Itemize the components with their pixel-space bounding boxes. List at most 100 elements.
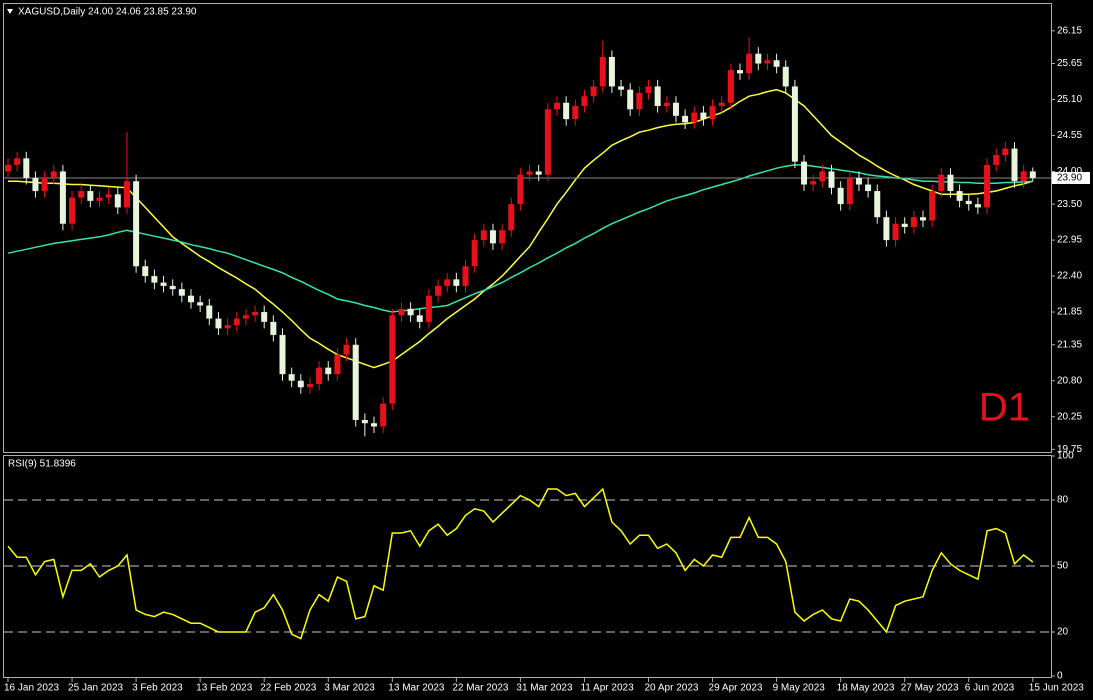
candle-body bbox=[883, 217, 890, 241]
current-price-label: 23.90 bbox=[1057, 173, 1082, 184]
menu-arrow bbox=[7, 9, 13, 14]
candle-body bbox=[581, 96, 588, 107]
candle-body bbox=[252, 312, 259, 316]
candle-body bbox=[96, 197, 103, 201]
moving-average bbox=[8, 88, 1034, 369]
candle-body bbox=[14, 158, 21, 165]
rsi-line bbox=[7, 487, 1034, 640]
candle-body bbox=[316, 367, 323, 384]
candle-body bbox=[178, 289, 185, 296]
candle-body bbox=[233, 318, 240, 326]
candle-body bbox=[544, 109, 551, 175]
candle-body bbox=[105, 194, 112, 198]
candle-body bbox=[572, 106, 579, 120]
candle-body bbox=[672, 102, 679, 116]
candle-body bbox=[618, 86, 625, 90]
timeframe-annotation: D1 bbox=[979, 386, 1030, 430]
candle-body bbox=[984, 164, 991, 208]
y-tick-label: 50 bbox=[1057, 561, 1069, 572]
candle-body bbox=[407, 308, 414, 316]
x-tick-label: 29 Apr 2023 bbox=[709, 683, 763, 694]
candle-body bbox=[947, 174, 954, 192]
candle-body bbox=[892, 223, 899, 241]
candle-body bbox=[325, 367, 332, 375]
candle-body bbox=[755, 53, 762, 64]
candle-body bbox=[288, 374, 295, 381]
candle-body bbox=[517, 174, 524, 205]
x-tick-label: 27 May 2023 bbox=[901, 683, 959, 694]
candle-body bbox=[151, 276, 158, 283]
y-tick-label: 20.80 bbox=[1057, 375, 1082, 386]
x-tick-label: 31 Mar 2023 bbox=[516, 683, 573, 694]
candle-body bbox=[855, 177, 862, 185]
candle-body bbox=[197, 302, 204, 306]
candle-body bbox=[801, 161, 808, 185]
candle-body bbox=[901, 223, 908, 228]
candle-body bbox=[78, 191, 85, 198]
x-tick-label: 9 May 2023 bbox=[773, 683, 826, 694]
candle-body bbox=[489, 230, 496, 244]
y-tick-label: 22.40 bbox=[1057, 271, 1082, 282]
y-tick-label: 20 bbox=[1057, 627, 1069, 638]
candle-body bbox=[554, 102, 560, 110]
candle-body bbox=[242, 315, 249, 319]
candle-body bbox=[499, 230, 506, 244]
candle-body bbox=[691, 112, 698, 123]
candle-body bbox=[526, 171, 533, 175]
candle-body bbox=[837, 187, 844, 205]
y-tick-label: 21.35 bbox=[1057, 339, 1082, 350]
candle-body bbox=[1020, 171, 1027, 182]
candle-body bbox=[828, 171, 835, 188]
y-tick-label: 20.25 bbox=[1057, 411, 1082, 422]
candle-body bbox=[727, 70, 734, 103]
moving-average bbox=[7, 164, 1033, 313]
candle-body bbox=[32, 177, 39, 192]
candle-body bbox=[453, 279, 460, 286]
candle-body bbox=[69, 197, 76, 224]
candle-body bbox=[361, 419, 368, 424]
price-panel-frame bbox=[3, 3, 1052, 453]
y-tick-label: 23.50 bbox=[1057, 199, 1082, 210]
candle-body bbox=[563, 102, 570, 120]
candle-body bbox=[508, 204, 515, 231]
candle-body bbox=[938, 174, 945, 192]
chart-title: XAGUSD,Daily 24.00 24.06 23.85 23.90 bbox=[18, 7, 197, 18]
x-tick-label: 18 May 2023 bbox=[837, 683, 895, 694]
candle-body bbox=[791, 86, 798, 162]
candle-body bbox=[599, 56, 606, 87]
candle-body bbox=[261, 312, 268, 322]
candle-body bbox=[627, 89, 634, 110]
x-tick-label: 22 Feb 2023 bbox=[260, 683, 317, 694]
x-tick-label: 20 Apr 2023 bbox=[645, 683, 699, 694]
candle-body bbox=[590, 86, 597, 97]
candle-body bbox=[87, 191, 94, 201]
candle-body bbox=[462, 266, 469, 286]
candle-body bbox=[1011, 148, 1018, 182]
candle-body bbox=[929, 191, 936, 221]
x-tick-label: 3 Feb 2023 bbox=[132, 683, 183, 694]
candle-body bbox=[535, 171, 542, 175]
y-tick-label: 24.55 bbox=[1057, 130, 1082, 141]
candle-body bbox=[974, 204, 981, 208]
candle-body bbox=[371, 423, 377, 427]
x-tick-label: 3 Mar 2023 bbox=[324, 683, 375, 694]
candle-body bbox=[956, 191, 963, 201]
y-tick-label: 24.00 bbox=[1057, 166, 1082, 177]
x-tick-label: 11 Apr 2023 bbox=[580, 683, 634, 694]
candle-body bbox=[224, 325, 231, 329]
candle-body bbox=[133, 181, 140, 267]
x-tick-label: 16 Jan 2023 bbox=[4, 683, 59, 694]
candle-body bbox=[682, 115, 689, 123]
candle-body bbox=[23, 158, 30, 178]
candle-body bbox=[444, 279, 451, 286]
candle-body bbox=[41, 177, 48, 192]
y-tick-label: 25.10 bbox=[1057, 94, 1082, 105]
candle-body bbox=[215, 318, 222, 329]
candle-body bbox=[206, 305, 213, 319]
candle-body bbox=[50, 171, 57, 178]
candle-body bbox=[645, 86, 652, 93]
candle-body bbox=[737, 70, 743, 74]
candle-body bbox=[123, 181, 130, 208]
rsi-title: RSI(9) 51.8396 bbox=[8, 459, 76, 470]
x-tick-label: 22 Mar 2023 bbox=[452, 683, 509, 694]
